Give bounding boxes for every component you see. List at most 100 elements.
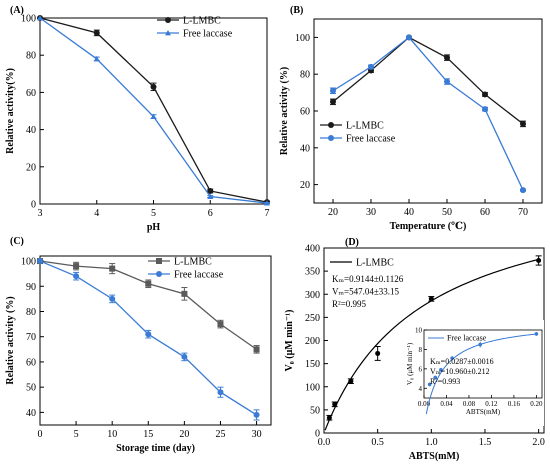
series-0 bbox=[37, 258, 260, 354]
inset-x-tick-label: 0.20 bbox=[530, 400, 543, 408]
data-point bbox=[217, 321, 224, 328]
x-axis-label: Temperature (℃) bbox=[390, 221, 467, 232]
inset-data-point bbox=[534, 332, 539, 336]
y-tick-label: 250 bbox=[305, 313, 320, 324]
legend-swatch-marker bbox=[328, 122, 334, 128]
series-1 bbox=[330, 34, 526, 194]
y-tick-label: 0 bbox=[31, 200, 36, 211]
x-tick-label: 3 bbox=[38, 208, 43, 219]
data-point bbox=[207, 193, 214, 199]
y-tick-label: 80 bbox=[26, 307, 36, 318]
x-tick-label: 1.0 bbox=[425, 437, 438, 448]
inset-x-axis-label: ABTS(mM) bbox=[466, 408, 501, 416]
y-tick-label: 60 bbox=[26, 88, 36, 99]
inset-data-point bbox=[450, 356, 454, 360]
data-point bbox=[264, 200, 270, 206]
y-tick-label: 80 bbox=[26, 51, 36, 62]
data-point bbox=[73, 273, 80, 280]
y-tick-label: 50 bbox=[26, 383, 36, 394]
x-tick-label: 30 bbox=[366, 207, 376, 218]
legend-swatch-marker bbox=[328, 135, 334, 141]
y-tick-label: 100 bbox=[21, 14, 36, 25]
data-point bbox=[93, 55, 100, 62]
x-tick-label: 0.0 bbox=[318, 437, 331, 448]
series-0 bbox=[37, 15, 270, 206]
inset-x-tick-label: 0.12 bbox=[485, 400, 498, 408]
legend-swatch-marker bbox=[156, 258, 162, 264]
legend-label: L-LMBC bbox=[183, 16, 221, 27]
data-point bbox=[217, 389, 224, 396]
data-point bbox=[93, 29, 100, 36]
legend: L-LMBC Free laccase bbox=[320, 121, 396, 145]
data-point bbox=[444, 78, 450, 85]
data-point bbox=[444, 54, 450, 61]
x-axis-label: pH bbox=[147, 222, 161, 233]
y-tick-label: 0 bbox=[315, 429, 320, 440]
x-tick-label: 30 bbox=[252, 429, 262, 440]
plot-frame bbox=[39, 17, 268, 205]
inset-y-axis-label: V₀ (μM min⁻¹) bbox=[406, 342, 414, 385]
y-tick-label: 40 bbox=[300, 143, 310, 154]
data-point bbox=[181, 290, 188, 297]
y-tick-label: 20 bbox=[26, 162, 36, 173]
x-tick-label: 0.5 bbox=[371, 437, 384, 448]
y-axis-label: V₀ (μM min⁻¹) bbox=[284, 310, 295, 372]
inset-y-tick-label: 10 bbox=[415, 327, 423, 335]
data-point bbox=[150, 83, 157, 90]
fit-annotation: Vₘ=547.04±33.15 bbox=[332, 287, 400, 297]
x-axis-label: Storage time (day) bbox=[116, 443, 195, 454]
chart-panel-0: 3 4 5 6 7 0 20 40 60 80 100 pH Relative activity(%) (… bbox=[5, 5, 270, 233]
series-1 bbox=[37, 258, 260, 421]
plot-frame bbox=[39, 255, 272, 426]
y-tick-label: 70 bbox=[26, 332, 36, 343]
inset-x-tick-label: 0.16 bbox=[508, 400, 521, 408]
data-point bbox=[145, 280, 152, 287]
series-line bbox=[39, 17, 268, 203]
data-point bbox=[368, 63, 374, 70]
data-point bbox=[109, 295, 116, 302]
y-tick-label: 200 bbox=[305, 336, 320, 347]
legend: L-LMBC Free laccase bbox=[157, 16, 233, 40]
data-point bbox=[520, 120, 526, 127]
chart-panel-1: 20 30 40 50 60 70 20 40 60 80 100 Temperature (℃) Re… bbox=[279, 5, 543, 232]
data-point bbox=[428, 296, 434, 302]
data-point bbox=[150, 113, 157, 119]
y-tick-label: 60 bbox=[300, 107, 310, 118]
plot-frame bbox=[313, 18, 543, 204]
panel-label: (A) bbox=[10, 5, 24, 16]
data-point bbox=[181, 353, 188, 360]
y-tick-label: 90 bbox=[26, 282, 36, 293]
x-tick-label: 60 bbox=[480, 207, 490, 218]
inset-fit-annotation: Vₘ=10.960±0.212 bbox=[430, 367, 490, 376]
inset-frame bbox=[423, 329, 543, 399]
data-point bbox=[37, 258, 43, 265]
series-line bbox=[332, 36, 524, 125]
x-tick-label: 20 bbox=[179, 429, 189, 440]
inset-data-point bbox=[478, 342, 482, 347]
inset-data-point bbox=[439, 368, 443, 372]
inset-data-point bbox=[427, 382, 432, 387]
x-axis-label: ABTS(mM) bbox=[409, 451, 460, 462]
inset-fit-annotation: R²=0.993 bbox=[430, 377, 460, 386]
x-tick-label: 15 bbox=[143, 429, 153, 440]
y-tick-label: 400 bbox=[305, 244, 320, 255]
fit-annotation: Kₘ=0.9144±0.1126 bbox=[332, 274, 404, 284]
panel-label: (B) bbox=[290, 5, 303, 16]
panel-label: (C) bbox=[10, 236, 24, 247]
series-1 bbox=[37, 15, 270, 206]
chart-panel-3: 0.0 0.5 1.0 1.5 2.0 0 50 100 150 200 250 300 350 400 A… bbox=[284, 237, 545, 462]
series-0 bbox=[330, 34, 526, 128]
chart-panel-2: 0 5 10 15 20 25 30 40 50 60 70 80 90 100 Storage time … bbox=[5, 236, 272, 454]
inset-y-tick-label: 8 bbox=[419, 346, 423, 354]
data-point bbox=[330, 87, 336, 94]
data-point bbox=[482, 91, 488, 98]
data-point bbox=[536, 257, 542, 263]
inset-series-0: Free laccase bbox=[425, 331, 539, 415]
legend-swatch-marker bbox=[165, 30, 171, 36]
x-tick-label: 5 bbox=[74, 429, 79, 440]
inset-x-tick-label: 0.04 bbox=[440, 400, 453, 408]
y-tick-label: 100 bbox=[305, 382, 320, 393]
data-point bbox=[330, 98, 336, 105]
data-point bbox=[253, 411, 260, 418]
inset: 0.00 0.04 0.08 0.12 0.16 0.20 4 6 8 10 ABTS(mM) V₀ … bbox=[406, 320, 544, 426]
